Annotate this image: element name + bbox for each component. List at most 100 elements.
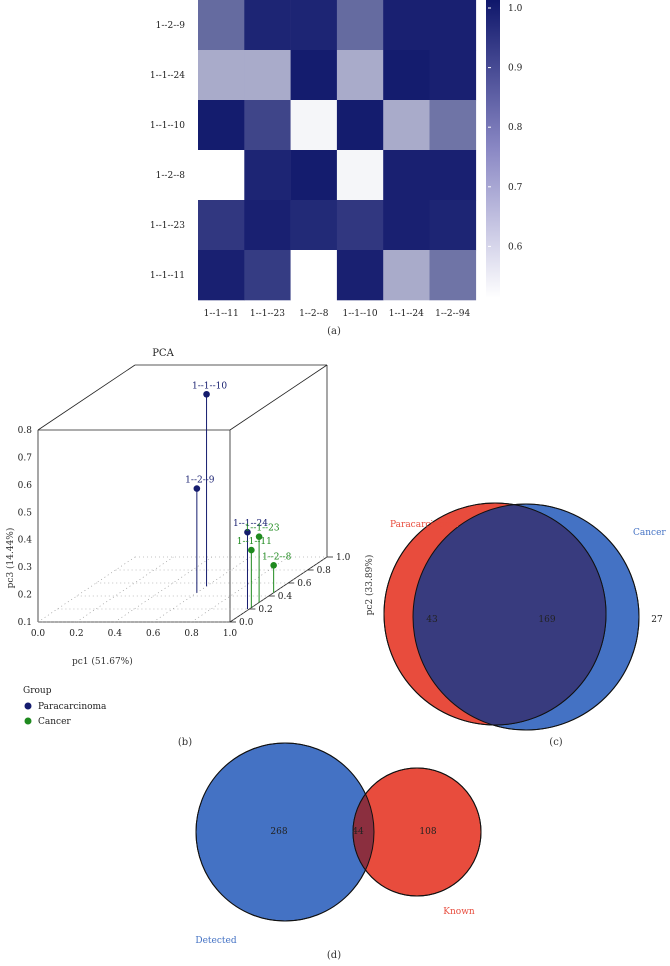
heatmap-cell: [336, 250, 384, 301]
venn-c-outline-paracarcinoma: [383, 502, 607, 726]
pca-floor-grid: [37, 556, 328, 623]
pca-panel: PCA 0.10.20.30.40.50.60.70.8 0.0 0.2 0.4 0.…: [5, 348, 375, 748]
heatmap-col-label: 1--2--94: [435, 309, 470, 319]
heatmap-col-label: 1--2--8: [299, 309, 329, 319]
heatmap-row-label: 1--2--8: [156, 171, 186, 181]
heatmap-cell: [336, 50, 384, 101]
colorbar-ticks: 1.0 0.9 0.8 0.7 0.6: [488, 4, 523, 252]
pca-point: [203, 390, 210, 398]
heatmap-cell: [244, 100, 291, 151]
heatmap-cell: [429, 100, 477, 151]
heatmap-cell: [383, 250, 430, 301]
legend-title: Group: [23, 686, 52, 696]
venn-d-count-overlap: 44: [352, 827, 364, 837]
heatmap-row-labels: 1--2--9 1--1--24 1--1--10 1--2--8 1--1--23 1-…: [150, 21, 185, 281]
pca-y-axis-label: pc2 (33.89%): [364, 555, 375, 616]
pca-y-tick-label: 0.8: [317, 566, 332, 576]
pca-z-tick-label: 0.6: [18, 481, 33, 491]
heatmap-cell: [198, 100, 245, 151]
pca-x-tick-label: 0.4: [108, 629, 123, 639]
venn-c-count-overlap: 169: [538, 615, 555, 625]
floor-grid-line: [76, 556, 174, 623]
heatmap-cell: [429, 200, 477, 251]
venn-d-outline-known: [352, 767, 482, 897]
venn-d-label-detected: Detected: [195, 936, 236, 946]
heatmap-cell: [244, 200, 291, 251]
pca-x-ticks: 0.0 0.2 0.4 0.6 0.8 1.0: [31, 629, 238, 639]
pca-z-tick-label: 0.2: [18, 591, 32, 601]
pca-point: [255, 533, 263, 540]
pca-cube: [37, 364, 328, 623]
heatmap-col-label: 1--1--24: [389, 309, 424, 319]
floor-grid-line: [153, 556, 251, 623]
heatmap-cell: [429, 150, 477, 201]
venn-c-label-paracarcinoma: Paracarcinoma: [390, 520, 459, 530]
pca-points: 1--1--10 1--2--9 1--1--241--1--23 1--1--11 1…: [185, 381, 292, 609]
heatmap-cell: [383, 150, 430, 201]
heatmap-cell: [429, 0, 477, 51]
panel-label-b: (b): [178, 737, 192, 748]
heatmap-cell: [336, 150, 384, 201]
colorbar-tick-label: 0.6: [508, 242, 523, 252]
pca-point-label: 1--2--9: [185, 476, 215, 486]
pca-y-ticks: 0.0 0.2 0.4 0.6 0.8 1.0: [230, 553, 351, 628]
pca-title: PCA: [152, 348, 174, 359]
heatmap-col-label: 1--1--10: [343, 309, 378, 319]
heatmap-col-labels: 1--1--11 1--1--23 1--2--8 1--1--10 1--1--24 1…: [204, 309, 471, 319]
colorbar: [486, 0, 500, 298]
heatmap-row-label: 1--1--10: [150, 121, 185, 131]
pca-y-tick-label: 1.0: [336, 553, 351, 563]
colorbar-tick-label: 0.7: [508, 183, 523, 193]
pca-point: [248, 546, 255, 554]
pca-x-tick-label: 0.6: [146, 629, 161, 639]
pca-legend: Group Paracarcinoma Cancer: [23, 686, 107, 727]
pca-y-tick-label: 0.2: [258, 605, 272, 615]
venn-c-overlap: [413, 504, 606, 725]
pca-x-axis-label: pc1 (51.67%): [72, 656, 133, 667]
legend-marker-paracarcinoma: [24, 702, 32, 710]
heatmap-col-label: 1--1--11: [204, 309, 239, 319]
heatmap-row-label: 1--1--23: [150, 221, 185, 231]
pca-point-label: 1--1--23: [245, 524, 280, 534]
heatmap-cell: [244, 0, 291, 51]
venn-d-label-known: Known: [443, 907, 475, 917]
pca-x-tick-label: 0.0: [31, 629, 46, 639]
venn-c-count-paracarcinoma: 43: [426, 615, 438, 625]
heatmap-cell: [290, 100, 338, 151]
heatmap-cells: [198, 0, 477, 301]
heatmap-cell: [290, 250, 338, 301]
heatmap-cell: [383, 100, 430, 151]
pca-point-label: 1--1--11: [237, 537, 272, 547]
pca-point-label: 1--1--10: [192, 381, 227, 391]
legend-label-cancer: Cancer: [38, 717, 71, 727]
heatmap-cell: [429, 50, 477, 101]
heatmap-cell: [198, 150, 245, 201]
venn-c-outline-cancer: [412, 503, 640, 731]
heatmap-cell: [290, 150, 338, 201]
pca-point-label: 1--1--24: [233, 519, 268, 529]
pca-z-tick-label: 0.3: [18, 563, 33, 573]
heatmap-cell: [198, 0, 245, 51]
panel-label-a: (a): [327, 326, 341, 337]
heatmap-cell: [290, 0, 338, 51]
heatmap-cell: [244, 150, 291, 201]
pca-z-tick-label: 0.1: [18, 618, 32, 628]
heatmap-cell: [383, 200, 430, 251]
venn-d-count-detected: 268: [270, 827, 287, 837]
colorbar-tick-label: 0.9: [508, 64, 523, 74]
pca-y-tick-label: 0.4: [278, 592, 293, 602]
pca-z-tick-label: 0.5: [18, 508, 33, 518]
heatmap-cell: [198, 50, 245, 101]
heatmap-cell: [244, 250, 291, 301]
pca-point: [244, 528, 251, 536]
heatmap-cell: [198, 200, 245, 251]
heatmap-cell: [336, 100, 384, 151]
venn-c-count-cancer: 27: [651, 615, 663, 625]
pca-point: [193, 485, 201, 492]
heatmap-cell: [336, 200, 384, 251]
heatmap-cell: [290, 200, 338, 251]
pca-z-axis-label: pc3 (14.44%): [5, 528, 16, 589]
pca-z-ticks: 0.1 0.2 0.3 0.4 0.5 0.6 0.7 0.8: [18, 426, 33, 628]
venn-d-count-known: 108: [419, 827, 436, 837]
